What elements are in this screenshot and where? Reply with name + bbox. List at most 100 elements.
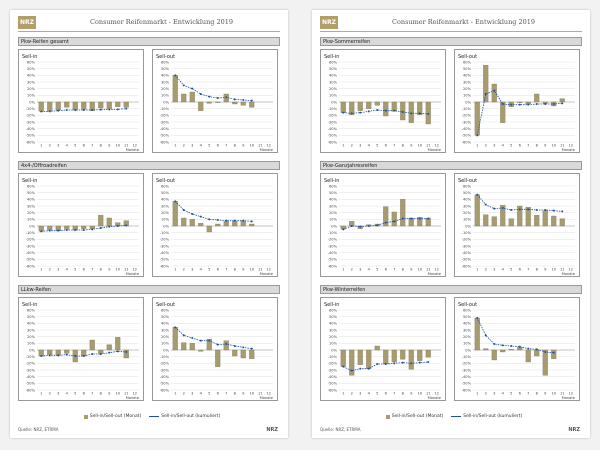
bar [408,101,414,123]
y-tick-label: 40% [27,198,36,202]
cumulative-line [476,317,554,354]
x-tick-label: 5 [510,144,512,148]
x-tick-label: 9 [108,144,111,148]
x-tick-label: 11 [124,268,129,272]
cumulative-point [367,367,370,370]
y-tick-label: 60% [161,308,170,312]
cumulative-point [116,108,119,111]
x-tick-label: 6 [385,392,388,396]
y-tick-label: -10% [160,355,170,359]
panel-title: Sell-out [458,178,477,184]
bar [559,218,565,227]
x-tick-label: 1 [174,392,176,396]
cumulative-point [552,103,555,105]
bar [417,217,423,227]
x-tick-label: 5 [376,144,378,148]
cumulative-point [65,109,68,111]
cumulative-point [367,110,370,113]
y-tick-label: 40% [161,198,170,202]
cumulative-point [359,367,362,370]
x-tick-label: 2 [183,268,185,272]
x-tick-label: 1 [342,268,344,272]
cumulative-point [418,361,421,364]
y-tick-label: 50% [329,67,338,71]
page-title: Consumer Reifenmarkt - Entwicklung 2019 [90,18,234,26]
x-tick-label: 5 [208,268,210,272]
x-axis-label: Monate [126,148,140,152]
cumulative-point [527,208,530,211]
chart-section: LLkw-Reifen Sell-in 60% 50% 40% 30% 20% 10% 0% -1… [18,285,280,403]
cumulative-point [91,228,94,231]
x-tick-label: 11 [426,392,431,396]
y-tick-label: -20% [328,238,338,242]
x-tick-label: 8 [536,144,539,148]
x-tick-label: 11 [258,268,263,272]
cumulative-point [501,207,504,209]
y-tick-label: -30% [26,120,36,124]
cumulative-point [48,229,51,232]
cumulative-point [376,224,379,227]
y-tick-label: 50% [161,315,170,319]
x-tick-label: 9 [242,268,245,272]
bar [215,223,221,227]
bar [542,349,548,376]
bar [98,101,104,109]
y-tick-label: 30% [329,328,338,332]
y-tick-label: -60% [160,388,170,392]
cumulative-point [501,344,504,347]
y-tick-label: -40% [328,251,338,255]
x-tick-label: 9 [410,392,413,396]
x-tick-label: 7 [527,392,529,396]
cumulative-point [410,362,413,365]
legend-line-label: Sell-in/Sell-out (kumuliert) [463,414,523,419]
x-axis-label: Monate [562,396,576,400]
bar [240,101,246,106]
cumulative-point [350,225,353,227]
bar [64,349,70,354]
chart-section: Pkw-Winterreifen Sell-in 60% 50% 40% 30% 20% 10… [320,285,582,403]
panel-title: Sell-in [22,302,37,308]
y-tick-label: -60% [160,140,170,144]
cumulative-point [191,87,194,90]
cumulative-point [476,193,479,196]
bar [198,101,204,111]
section-title: Pkw-Winterreifen [320,285,582,294]
cumulative-point [99,108,102,111]
x-tick-label: 8 [402,268,405,272]
y-tick-label: -10% [328,107,338,111]
cumulative-point [493,89,496,92]
cumulative-point [552,209,555,212]
bar [525,207,531,227]
y-tick-label: 30% [27,80,36,84]
bar [374,101,380,106]
cumulative-line [476,90,563,136]
legend-bar-swatch [83,414,88,419]
cumulative-point [40,230,43,233]
y-tick-label: 10% [27,218,36,222]
sell-out-panel: Sell-out 60% 50% 40% 30% 20% 10% 0% -10% -20% -30%… [152,49,278,153]
y-tick-label: 30% [161,80,170,84]
x-tick-label: 2 [49,144,51,148]
x-tick-label: 5 [208,392,210,396]
y-tick-label: 20% [329,335,338,339]
x-tick-label: 7 [91,144,93,148]
bar [483,65,489,103]
x-tick-label: 1 [40,268,42,272]
panel-title: Sell-in [324,178,339,184]
x-tick-label: 3 [191,392,193,396]
x-tick-label: 1 [476,268,478,272]
y-tick-label: 60% [463,184,472,188]
y-tick-label: 20% [463,211,472,215]
x-tick-label: 7 [91,268,93,272]
sell-in-panel: Sell-in 60% 50% 40% 30% 20% 10% 0% -10% -20% -30% -… [320,49,446,153]
bar [551,215,557,227]
x-tick-label: 2 [485,268,487,272]
cumulative-point [527,347,530,350]
x-tick-label: 5 [74,144,76,148]
y-tick-label: 0% [465,100,471,104]
y-tick-label: 60% [463,60,472,64]
y-tick-label: 60% [329,60,338,64]
bar [249,349,255,359]
cumulative-point [544,209,547,211]
